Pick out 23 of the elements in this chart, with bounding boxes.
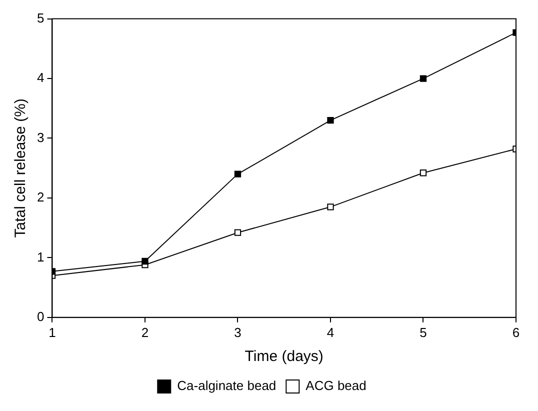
y-tick-label: 1: [36, 249, 44, 264]
y-tick-label: 0: [36, 308, 44, 324]
y-tick-label: 4: [36, 70, 44, 86]
point: [327, 204, 334, 210]
legend-label: Ca-alginate bead: [177, 378, 276, 394]
x-tick-label: 1: [48, 324, 56, 340]
y-axis-title: Tatal cell release (%): [12, 98, 30, 238]
x-tick-label: 4: [326, 324, 334, 340]
y-tick-label: 5: [36, 10, 44, 26]
point: [420, 75, 427, 82]
x-tick-label: 6: [512, 324, 520, 340]
point: [420, 170, 427, 176]
y-tick-label: 3: [36, 130, 44, 145]
point: [234, 229, 242, 236]
x-tick-label: 5: [420, 324, 427, 340]
x-tick-label: 2: [141, 324, 149, 340]
point: [142, 258, 148, 265]
x-tick-label: 3: [234, 324, 242, 340]
legend-label: ACG bead: [306, 378, 366, 394]
point: [234, 170, 242, 178]
y-tick-label: 2: [36, 190, 44, 205]
x-axis-title: Time (days): [244, 348, 324, 366]
point: [327, 116, 334, 124]
